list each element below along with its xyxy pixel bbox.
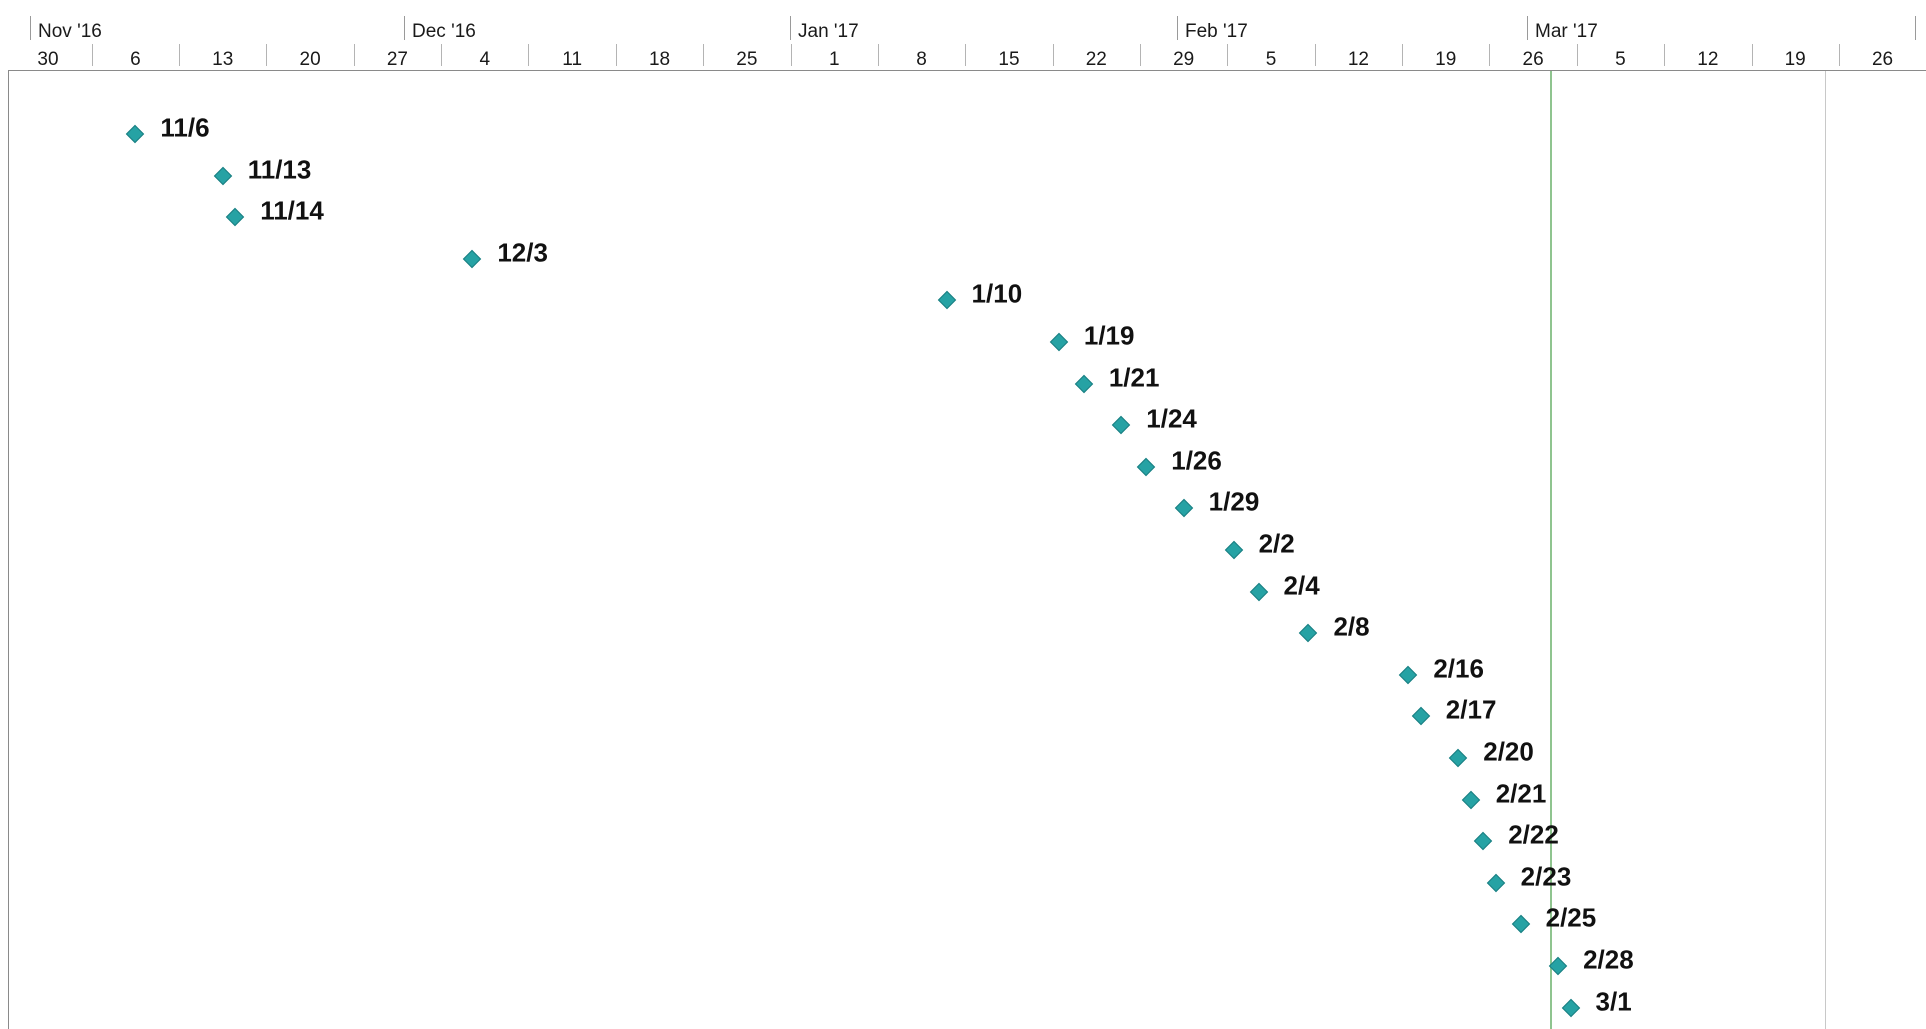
milestone-date-label: 11/6: [160, 112, 210, 143]
status-date-line: [1550, 71, 1552, 1029]
milestone-date-label: 1/26: [1171, 445, 1222, 476]
week-divider: [965, 44, 967, 66]
week-divider: [703, 44, 705, 66]
week-label: 15: [998, 49, 1020, 70]
milestone-date-label: 1/19: [1083, 320, 1135, 351]
week-divider: [1838, 44, 1840, 66]
milestone-date-label: 12/3: [497, 237, 548, 268]
week-label: 8: [916, 49, 927, 70]
milestone-date-label: 3/1: [1595, 986, 1632, 1017]
week-label: 1: [828, 49, 840, 70]
month-divider: [30, 16, 31, 40]
month-label: Jan '17: [798, 21, 859, 42]
week-divider: [1402, 44, 1404, 66]
month-divider: [1915, 16, 1916, 40]
milestone-date-label: 2/16: [1433, 653, 1484, 684]
week-divider: [1314, 44, 1316, 66]
week-divider: [1489, 44, 1491, 66]
week-label: 12: [1697, 49, 1719, 70]
week-label: 6: [130, 49, 141, 70]
milestone-date-label: 2/2: [1258, 528, 1295, 559]
week-label: 22: [1085, 49, 1107, 70]
week-label: 5: [1265, 49, 1277, 70]
week-label: 20: [299, 49, 321, 70]
vertical-gridline: [1825, 71, 1826, 1029]
week-divider: [790, 44, 792, 66]
week-label: 27: [386, 49, 409, 70]
milestone-date-label: 11/14: [260, 195, 324, 226]
milestone-date-label: 1/21: [1108, 362, 1160, 393]
month-label: Dec '16: [412, 21, 476, 42]
week-label: 19: [1784, 49, 1806, 70]
milestone-date-label: 1/29: [1208, 486, 1260, 517]
week-label: 18: [648, 49, 671, 70]
week-divider: [1664, 44, 1666, 66]
week-label: 19: [1435, 49, 1457, 70]
week-divider: [1052, 44, 1054, 66]
week-divider: [1576, 44, 1578, 66]
week-label: 5: [1615, 49, 1626, 70]
milestone-date-label: 1/10: [971, 278, 1023, 309]
milestone-date-label: 2/25: [1545, 902, 1597, 933]
month-divider: [1527, 16, 1528, 40]
week-divider: [615, 44, 617, 66]
timescale-header: Nov '16 Dec '16 Jan '17 Feb '17 Mar '17 30 6 13…: [8, 5, 1926, 71]
milestone-date-label: 2/20: [1483, 736, 1534, 767]
week-label: 29: [1173, 49, 1195, 70]
milestone-date-label: 1/24: [1146, 403, 1197, 434]
milestone-date-label: 2/17: [1445, 694, 1497, 725]
week-label: 4: [479, 49, 491, 70]
month-label: Nov '16: [38, 21, 102, 42]
month-divider: [404, 16, 405, 40]
week-divider: [441, 44, 443, 66]
milestone-date-label: 11/13: [247, 154, 312, 185]
milestone-date-label: 2/28: [1583, 944, 1634, 975]
week-divider: [1227, 44, 1229, 66]
week-divider: [266, 44, 268, 66]
week-divider: [353, 44, 355, 66]
week-label: 13: [212, 49, 234, 70]
week-divider: [1751, 44, 1753, 66]
week-divider: [528, 44, 530, 66]
month-label: Feb '17: [1185, 21, 1248, 42]
milestone-date-label: 2/23: [1520, 861, 1572, 892]
week-label: 30: [37, 49, 59, 70]
milestone-date-label: 2/4: [1283, 570, 1320, 601]
week-label: 26: [1871, 49, 1894, 70]
milestone-date-label: 2/8: [1333, 611, 1370, 642]
week-label: 25: [736, 49, 758, 70]
month-divider: [1177, 16, 1178, 40]
week-divider: [1140, 44, 1141, 66]
week-label: 26: [1522, 49, 1544, 70]
week-divider: [179, 44, 181, 66]
week-label: 12: [1347, 49, 1369, 70]
week-label: 11: [562, 49, 583, 70]
milestone-date-label: 2/21: [1495, 778, 1547, 809]
month-divider: [790, 16, 791, 40]
week-divider: [91, 44, 93, 66]
milestone-date-label: 2/22: [1508, 819, 1559, 850]
week-divider: [877, 44, 879, 66]
month-label: Mar '17: [1535, 21, 1598, 42]
